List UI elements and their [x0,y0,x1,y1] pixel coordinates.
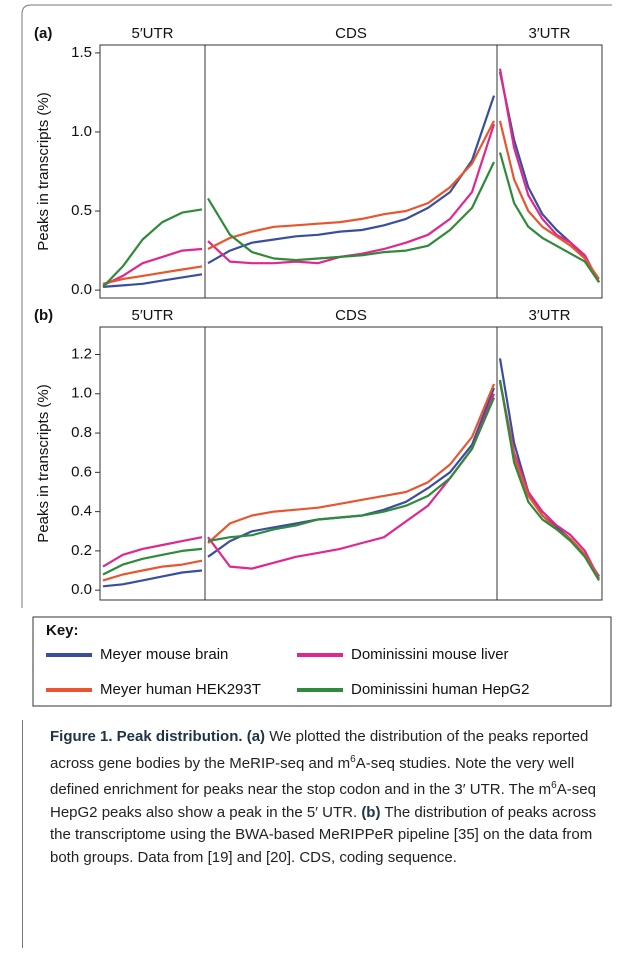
caption-text: A-seq studies. Note the very well define… [50,754,575,799]
series-line [102,273,203,288]
panel-label: (b) [34,307,53,324]
section-label: CDS [335,25,367,42]
y-axis-label: Peaks in transcripts (%) [35,92,52,250]
y-tick-label: 0.0 [71,281,92,298]
series-line [102,569,203,588]
series-line [498,381,600,579]
caption-text: Figure 1. Peak distribution. [50,728,243,745]
series-line [498,379,600,579]
series-line [498,152,600,283]
series-line [498,379,600,581]
section-label: CDS [335,307,367,324]
y-tick-label: 0.5 [71,202,92,219]
series-line [207,161,495,262]
series-line [207,95,496,265]
y-tick-label: 0.0 [71,581,92,598]
series-line [207,383,496,544]
section-label: 3′UTR [529,25,571,42]
figure-border [21,4,612,608]
y-tick-label: 1.0 [71,385,92,402]
series-line [207,120,495,250]
series-line [102,559,203,582]
panel-label: (a) [34,25,52,42]
section-label: 3′UTR [529,307,571,324]
plot-frame [99,44,603,299]
series-line [207,397,496,543]
legend-title: Key: [46,622,79,639]
legend-label: Dominissini human HepG2 [351,681,529,698]
legend-label: Meyer human HEK293T [100,681,261,698]
y-axis-label: Peaks in transcripts (%) [35,384,52,542]
section-label: 5′UTR [132,25,174,42]
legend-label: Meyer mouse brain [100,646,228,663]
series-line [498,71,600,283]
plot-frame [99,326,603,601]
series-line [102,247,203,287]
y-tick-label: 0.8 [71,424,92,441]
series-line [102,208,203,288]
key-box [32,616,612,707]
caption: Figure 1. Peak distribution. (a) We plot… [50,726,606,869]
y-tick-label: 1.0 [71,123,92,140]
series-line [498,68,600,283]
section-label: 5′UTR [132,307,174,324]
caption-text: (a) [242,728,266,745]
series-line [498,120,600,280]
series-line [207,393,496,570]
caption-text: (b) [361,803,381,821]
y-tick-label: 1.5 [71,44,92,61]
y-tick-label: 1.2 [71,345,92,362]
series-line [102,265,203,285]
caption-text: We plotted the distribution of the peaks… [50,728,589,772]
series-line [102,536,203,568]
y-tick-label: 0.2 [71,542,92,559]
series-line [102,547,203,576]
caption-text: A-seq HepG2 peaks also show a peak in th… [50,781,596,821]
series-line [207,387,496,558]
caption-text: 6 [551,780,557,791]
caption-text: 6 [350,753,356,765]
caption-rule [22,720,23,948]
y-tick-label: 0.6 [71,463,92,480]
caption-text: The distribution of peaks across the tra… [50,803,597,866]
y-tick-label: 0.4 [71,503,92,520]
legend-label: Dominissini mouse liver [351,646,509,663]
